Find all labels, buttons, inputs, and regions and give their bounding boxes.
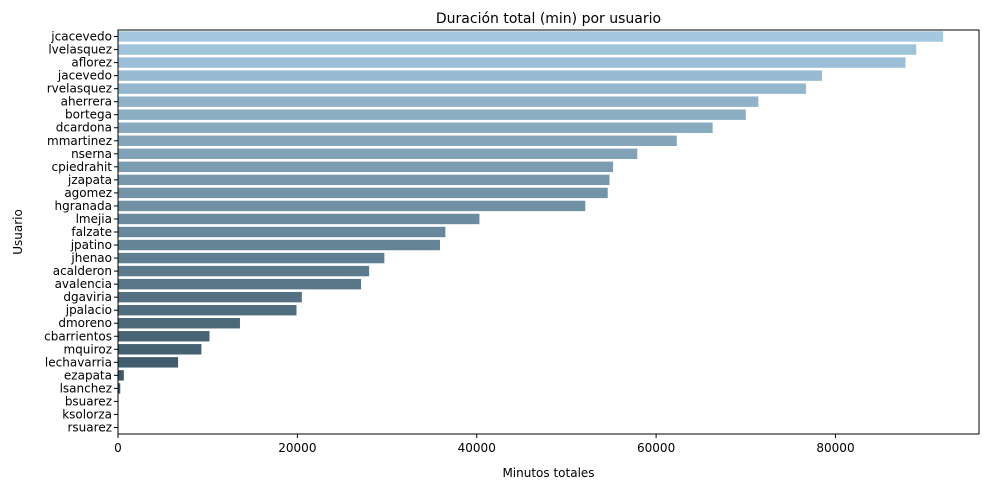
y-tick-label: jacevedo (57, 69, 112, 83)
bar-jhenao (118, 252, 385, 264)
bar-rvelasquez (118, 83, 806, 94)
y-tick-label: bsuarez (65, 394, 112, 408)
y-tick-label: falzate (71, 225, 112, 239)
bar-jpalacio (118, 304, 297, 316)
bar-mquiroz (118, 344, 202, 355)
x-tick-label: 40000 (458, 441, 496, 455)
y-tick-label: jzapata (67, 173, 112, 187)
y-tick-label: lechavarria (45, 355, 112, 369)
bar-lvelasquez (118, 44, 917, 55)
y-tick-label: aflorez (71, 56, 112, 70)
y-tick-label: avalencia (55, 277, 112, 291)
y-tick-label: cpiedrahit (52, 160, 113, 174)
y-tick-label: nserna (71, 147, 112, 161)
bar-lechavarria (118, 357, 179, 368)
bar-dmoreno (118, 318, 240, 329)
y-tick-label: jpalacio (65, 303, 112, 317)
y-tick-label: dgaviria (63, 290, 112, 304)
y-tick-label: lsanchez (60, 381, 112, 395)
x-ticks: 0 20000 40000 60000 80000 (114, 434, 855, 455)
bar-agomez (118, 187, 608, 199)
bar-jzapata (118, 174, 610, 186)
y-tick-label: jhenao (70, 251, 112, 265)
x-tick-label: 80000 (816, 441, 854, 455)
bar-jpatino (118, 239, 440, 251)
bar-mmartinez (118, 135, 677, 146)
y-tick-label: dcardona (56, 121, 112, 135)
chart-title: Duración total (min) por usuario (436, 11, 661, 27)
bar-lmejia (118, 213, 480, 225)
bar-hgranada (118, 200, 586, 212)
y-tick-label: rsuarez (68, 420, 113, 434)
y-tick-label: acalderon (53, 264, 112, 278)
bar-aherrera (118, 96, 759, 107)
y-tick-label: ezapata (64, 368, 112, 382)
y-tick-label: lvelasquez (48, 43, 112, 57)
bar-nserna (118, 148, 638, 160)
y-tick-label: agomez (64, 186, 112, 200)
y-tick-label: bortega (65, 108, 112, 122)
bar-jcacevedo (118, 31, 944, 42)
bars-group (118, 31, 944, 433)
bar-bortega (118, 109, 746, 120)
y-tick-label: dmoreno (58, 316, 112, 330)
bar-aflorez (118, 57, 906, 68)
x-tick-label: 20000 (278, 441, 316, 455)
x-axis-label: Minutos totales (502, 466, 594, 480)
y-tick-label: jcacevedo (50, 30, 112, 44)
bar-lsanchez (118, 383, 121, 394)
y-tick-label: mquiroz (63, 342, 112, 356)
y-tick-label: ksolorza (62, 407, 112, 421)
bar-cbarrientos (118, 331, 210, 342)
bar-cpiedrahit (118, 161, 614, 173)
y-axis-label: Usuario (11, 209, 25, 255)
bar-dcardona (118, 122, 713, 133)
y-tick-label: cbarrientos (44, 329, 112, 343)
bar-jacevedo (118, 70, 823, 81)
bar-avalencia (118, 278, 362, 290)
y-tick-label: aherrera (61, 95, 112, 109)
plot-frame (117, 29, 980, 435)
y-tick-label: jpatino (70, 238, 112, 252)
x-tick-label: 60000 (637, 441, 675, 455)
y-tick-label: rvelasquez (47, 82, 112, 96)
bar-acalderon (118, 265, 370, 277)
bar-falzate (118, 226, 446, 238)
y-tick-label: hgranada (55, 199, 112, 213)
x-tick-label: 0 (114, 441, 122, 455)
y-tick-label: lmejia (76, 212, 112, 226)
y-tick-labels: jcacevedolvelasquezaflorezjacevedorvelas… (44, 30, 118, 434)
y-tick-label: mmartinez (47, 134, 112, 148)
bar-ezapata (118, 370, 124, 381)
bar-dgaviria (118, 291, 302, 303)
